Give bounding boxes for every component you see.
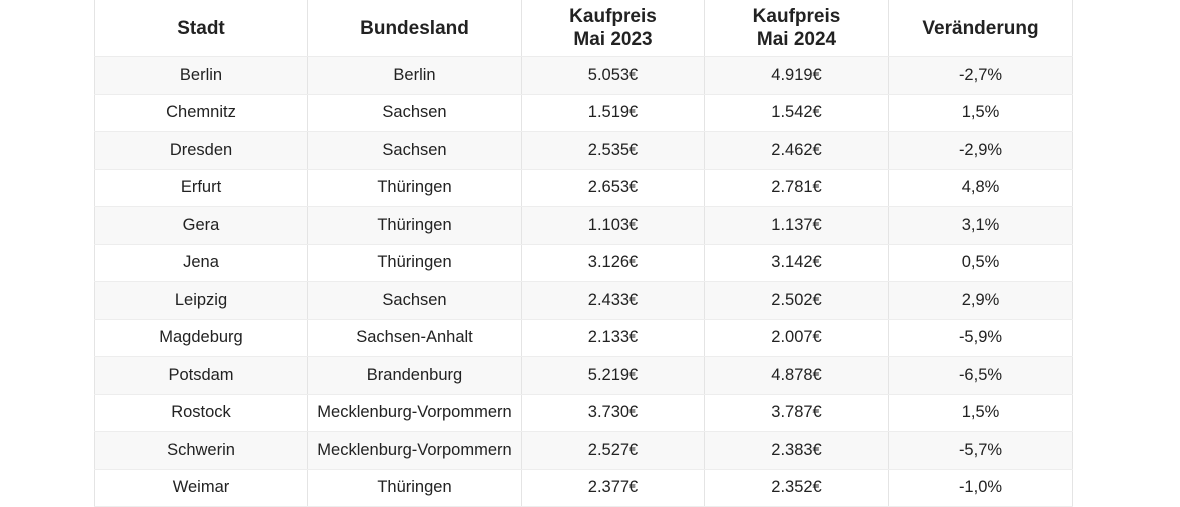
cell-stadt: Leipzig — [94, 281, 308, 320]
cell-kaufpreis-2024: 4.878€ — [704, 356, 889, 395]
header-veraenderung: Veränderung — [888, 0, 1073, 57]
cell-veraenderung: 4,8% — [888, 169, 1073, 207]
cell-veraenderung: 3,1% — [888, 206, 1073, 245]
cell-stadt: Erfurt — [94, 169, 308, 207]
table-row: Leipzig Sachsen 2.433€ 2.502€ 2,9% — [94, 281, 1073, 320]
cell-bundesland: Sachsen — [307, 281, 522, 320]
table-row: Potsdam Brandenburg 5.219€ 4.878€ -6,5% — [94, 356, 1073, 395]
table-row: Jena Thüringen 3.126€ 3.142€ 0,5% — [94, 244, 1073, 282]
cell-kaufpreis-2024: 2.781€ — [704, 169, 889, 207]
cell-bundesland: Sachsen — [307, 94, 522, 132]
cell-kaufpreis-2023: 1.103€ — [521, 206, 705, 245]
cell-bundesland: Sachsen-Anhalt — [307, 319, 522, 357]
table-header: Stadt Bundesland Kaufpreis Mai 2023 Kauf… — [94, 0, 1073, 57]
cell-stadt: Schwerin — [94, 431, 308, 470]
cell-bundesland: Mecklenburg-Vorpommern — [307, 431, 522, 470]
table-row: Schwerin Mecklenburg-Vorpommern 2.527€ 2.38… — [94, 431, 1073, 470]
table-row: Rostock Mecklenburg-Vorpommern 3.730€ 3.787… — [94, 394, 1073, 432]
header-bundesland-label: Bundesland — [360, 17, 469, 39]
cell-veraenderung: -6,5% — [888, 356, 1073, 395]
table-row: Dresden Sachsen 2.535€ 2.462€ -2,9% — [94, 131, 1073, 170]
cell-kaufpreis-2023: 3.126€ — [521, 244, 705, 282]
header-kaufpreis-2024-line1: Kaufpreis — [752, 6, 841, 27]
cell-kaufpreis-2023: 2.433€ — [521, 281, 705, 320]
cell-bundesland: Thüringen — [307, 469, 522, 507]
table-row: Berlin Berlin 5.053€ 4.919€ -2,7% — [94, 56, 1073, 95]
header-kaufpreis-2023: Kaufpreis Mai 2023 — [521, 0, 705, 57]
cell-stadt: Potsdam — [94, 356, 308, 395]
header-kaufpreis-2024-line2: Mai 2024 — [756, 29, 837, 50]
cell-kaufpreis-2023: 2.377€ — [521, 469, 705, 507]
cell-veraenderung: -5,9% — [888, 319, 1073, 357]
cell-stadt: Jena — [94, 244, 308, 282]
header-row: Stadt Bundesland Kaufpreis Mai 2023 Kauf… — [94, 0, 1073, 57]
header-kaufpreis-2023-line2: Mai 2023 — [573, 29, 653, 50]
cell-bundesland: Thüringen — [307, 169, 522, 207]
table-row: Chemnitz Sachsen 1.519€ 1.542€ 1,5% — [94, 94, 1073, 132]
header-veraenderung-label: Veränderung — [922, 17, 1039, 39]
cell-bundesland: Brandenburg — [307, 356, 522, 395]
table-body: Berlin Berlin 5.053€ 4.919€ -2,7% Chemnitz Sac… — [94, 56, 1073, 507]
cell-kaufpreis-2024: 1.542€ — [704, 94, 889, 132]
table-row: Erfurt Thüringen 2.653€ 2.781€ 4,8% — [94, 169, 1073, 207]
cell-kaufpreis-2023: 2.653€ — [521, 169, 705, 207]
cell-kaufpreis-2023: 5.219€ — [521, 356, 705, 395]
table-row: Gera Thüringen 1.103€ 1.137€ 3,1% — [94, 206, 1073, 245]
cell-kaufpreis-2024: 2.502€ — [704, 281, 889, 320]
cell-bundesland: Mecklenburg-Vorpommern — [307, 394, 522, 432]
cell-kaufpreis-2023: 2.527€ — [521, 431, 705, 470]
header-kaufpreis-2023-line1: Kaufpreis — [569, 6, 657, 27]
cell-kaufpreis-2024: 3.787€ — [704, 394, 889, 432]
header-kaufpreis-2024: Kaufpreis Mai 2024 — [704, 0, 889, 57]
cell-bundesland: Sachsen — [307, 131, 522, 170]
cell-bundesland: Thüringen — [307, 244, 522, 282]
price-table-container: Stadt Bundesland Kaufpreis Mai 2023 Kauf… — [94, 0, 1073, 507]
cell-veraenderung: -2,9% — [888, 131, 1073, 170]
cell-veraenderung: -2,7% — [888, 56, 1073, 95]
cell-stadt: Dresden — [94, 131, 308, 170]
cell-veraenderung: 1,5% — [888, 394, 1073, 432]
cell-veraenderung: -5,7% — [888, 431, 1073, 470]
cell-stadt: Berlin — [94, 56, 308, 95]
price-table: Stadt Bundesland Kaufpreis Mai 2023 Kauf… — [94, 0, 1073, 507]
cell-veraenderung: 1,5% — [888, 94, 1073, 132]
cell-stadt: Weimar — [94, 469, 308, 507]
table-row: Weimar Thüringen 2.377€ 2.352€ -1,0% — [94, 469, 1073, 507]
cell-bundesland: Berlin — [307, 56, 522, 95]
cell-stadt: Rostock — [94, 394, 308, 432]
cell-kaufpreis-2023: 3.730€ — [521, 394, 705, 432]
cell-kaufpreis-2024: 1.137€ — [704, 206, 889, 245]
cell-kaufpreis-2024: 2.462€ — [704, 131, 889, 170]
cell-bundesland: Thüringen — [307, 206, 522, 245]
header-stadt: Stadt — [94, 0, 308, 57]
cell-kaufpreis-2023: 2.535€ — [521, 131, 705, 170]
cell-kaufpreis-2024: 3.142€ — [704, 244, 889, 282]
cell-kaufpreis-2023: 5.053€ — [521, 56, 705, 95]
table-row: Magdeburg Sachsen-Anhalt 2.133€ 2.007€ -5,9% — [94, 319, 1073, 357]
cell-veraenderung: 2,9% — [888, 281, 1073, 320]
header-bundesland: Bundesland — [307, 0, 522, 57]
cell-veraenderung: 0,5% — [888, 244, 1073, 282]
cell-kaufpreis-2024: 2.383€ — [704, 431, 889, 470]
cell-kaufpreis-2023: 1.519€ — [521, 94, 705, 132]
cell-veraenderung: -1,0% — [888, 469, 1073, 507]
cell-stadt: Chemnitz — [94, 94, 308, 132]
cell-stadt: Gera — [94, 206, 308, 245]
header-stadt-label: Stadt — [177, 17, 225, 39]
cell-kaufpreis-2023: 2.133€ — [521, 319, 705, 357]
cell-stadt: Magdeburg — [94, 319, 308, 357]
cell-kaufpreis-2024: 2.352€ — [704, 469, 889, 507]
cell-kaufpreis-2024: 2.007€ — [704, 319, 889, 357]
cell-kaufpreis-2024: 4.919€ — [704, 56, 889, 95]
